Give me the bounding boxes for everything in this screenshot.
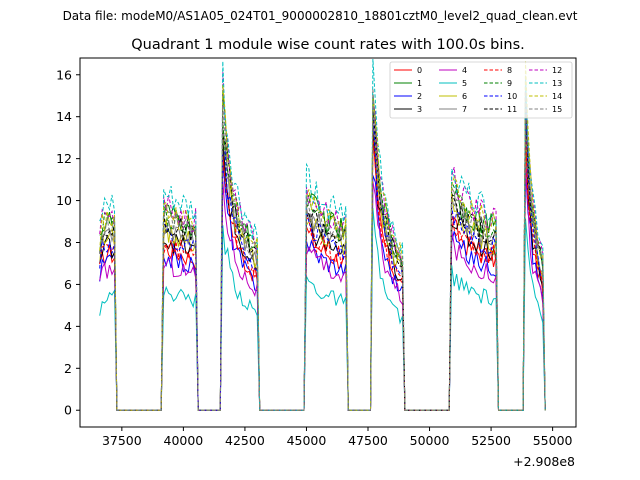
x-tick-label: 37500 xyxy=(102,433,142,448)
x-axis: 37500 40000 42500 45000 47500 50000 52500 55000 xyxy=(102,427,573,448)
y-axis: 0 2 4 6 8 10 12 14 16 xyxy=(56,67,80,418)
legend-label-12: 12 xyxy=(552,66,562,75)
legend-label-10: 10 xyxy=(507,92,517,101)
chart-title: Quadrant 1 module wise count rates with … xyxy=(131,37,525,53)
legend-label-0: 0 xyxy=(417,66,422,75)
y-tick-label: 6 xyxy=(64,277,72,292)
legend-label-8: 8 xyxy=(507,66,512,75)
legend-label-1: 1 xyxy=(417,79,422,88)
x-tick-label: 52500 xyxy=(471,433,511,448)
y-tick-label: 10 xyxy=(56,193,72,208)
legend-label-9: 9 xyxy=(507,79,512,88)
legend-label-3: 3 xyxy=(417,105,422,114)
legend-label-11: 11 xyxy=(507,105,517,114)
legend-label-2: 2 xyxy=(417,92,422,101)
x-tick-label: 50000 xyxy=(410,433,450,448)
series-line-13 xyxy=(99,58,546,411)
x-tick-label: 47500 xyxy=(348,433,388,448)
y-tick-label: 2 xyxy=(64,361,72,376)
series-lines xyxy=(99,58,546,411)
legend-label-13: 13 xyxy=(552,79,562,88)
x-tick-label: 42500 xyxy=(225,433,265,448)
x-tick-label: 40000 xyxy=(164,433,204,448)
series-line-14 xyxy=(99,61,546,411)
series-line-15 xyxy=(99,88,546,411)
legend-label-5: 5 xyxy=(462,79,467,88)
legend-label-15: 15 xyxy=(552,105,562,114)
legend-label-6: 6 xyxy=(462,92,467,101)
y-tick-label: 14 xyxy=(56,109,72,124)
series-line-4 xyxy=(99,165,546,411)
x-offset-label: +2.908e8 xyxy=(513,454,575,469)
y-tick-label: 0 xyxy=(64,403,72,418)
series-line-5 xyxy=(99,208,546,411)
y-tick-label: 8 xyxy=(64,235,72,250)
legend-box xyxy=(389,61,573,119)
legend-label-4: 4 xyxy=(462,66,467,75)
x-tick-label: 45000 xyxy=(287,433,327,448)
series-line-11 xyxy=(99,91,546,411)
x-tick-label: 55000 xyxy=(533,433,573,448)
y-tick-label: 12 xyxy=(56,151,72,166)
legend-label-14: 14 xyxy=(552,92,562,101)
y-tick-label: 16 xyxy=(56,67,72,82)
figure-suptitle: Data file: modeM0/AS1A05_024T01_90000028… xyxy=(63,9,578,23)
series-line-7 xyxy=(99,91,546,411)
legend-label-7: 7 xyxy=(462,105,467,114)
y-tick-label: 4 xyxy=(64,319,72,334)
